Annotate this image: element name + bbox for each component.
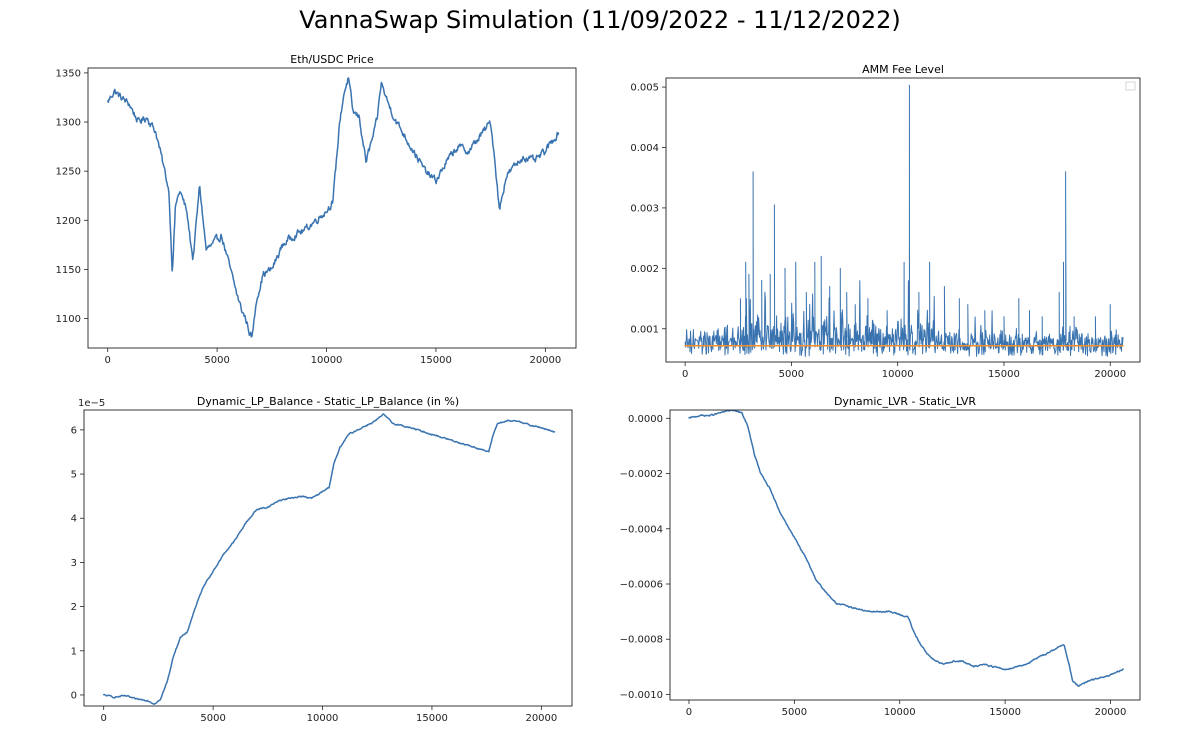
y-tick-label: 1150 [56,265,81,276]
x-tick-label: 15000 [988,369,1020,380]
axes-frame [669,409,1141,701]
y-tick-label: 1250 [56,167,81,178]
x-tick-label: 15000 [989,707,1021,718]
lp-balance-diff-plot: Dynamic_LP_Balance - Static_LP_Balance (… [71,395,573,724]
eth-usdc-price-plot: Eth/USDC Price 0 5000 10000 15000 20000 1100 11… [56,53,577,366]
y-tick-label: 1350 [56,68,81,79]
y-tick-label: 0.002 [630,264,659,275]
y-tick-label: 0.001 [630,324,659,335]
y-tick-label: 1100 [56,314,81,325]
x-tick-label: 20000 [1094,369,1126,380]
eth-usdc-price-chart: Eth/USDC Price 0 5000 10000 15000 20000 1100 11… [0,48,600,400]
amm-fee-level-chart: AMM Fee Level 0 5000 10000 15000 20000 0.001 0.… [600,48,1200,400]
x-tick-label: 20000 [529,355,561,366]
y-tick-label: −0.0008 [620,635,663,646]
y-tick-label: 1200 [56,216,81,227]
x-tick-label: 10000 [884,707,916,718]
y-tick-label: 0.005 [630,83,659,94]
chart-title: Eth/USDC Price [290,53,374,66]
y-tick-label: 1 [71,646,77,657]
y-tick-label: −0.0010 [620,690,663,701]
axes-frame [665,77,1141,363]
x-tick-label: 10000 [882,369,914,380]
plot-area [102,413,556,705]
y-tick-label: −0.0004 [620,524,663,535]
axis-offset-label: 1e−5 [78,398,105,409]
lp-balance-diff-chart: Dynamic_LP_Balance - Static_LP_Balance (… [0,390,600,742]
x-tick-label: 10000 [307,713,339,724]
x-tick-label: 15000 [416,713,448,724]
axes-frame [87,67,577,349]
y-tick-label: 0.003 [630,203,659,214]
y-tick-label: 0.004 [630,143,659,154]
y-tick-label: 5 [71,470,77,481]
x-tick-label: 20000 [1095,707,1127,718]
figure-title: VannaSwap Simulation (11/09/2022 - 11/12… [299,6,901,34]
x-tick-label: 0 [682,369,688,380]
lvr-diff-plot: Dynamic_LVR - Static_LVR 0 5000 10000 15000 2… [620,395,1141,718]
plot-area [688,410,1124,688]
x-tick-label: 15000 [420,355,452,366]
y-tick-label: 2 [71,602,77,613]
y-tick-label: −0.0002 [620,469,663,480]
series-line-lvr-diff [688,410,1124,688]
y-tick-label: 0.0000 [628,414,663,425]
legend-box [1125,81,1136,91]
y-tick-label: −0.0006 [620,580,663,591]
y-tick-label: 4 [71,514,77,525]
x-tick-label: 0 [105,355,111,366]
x-tick-label: 5000 [782,707,807,718]
y-tick-label: 3 [71,558,77,569]
x-tick-label: 5000 [204,355,229,366]
axes-frame [83,409,573,707]
chart-title: AMM Fee Level [862,63,944,76]
x-tick-label: 0 [101,713,107,724]
x-tick-label: 20000 [525,713,557,724]
x-tick-label: 5000 [200,713,225,724]
lvr-diff-chart: Dynamic_LVR - Static_LVR 0 5000 10000 15000 2… [600,390,1200,742]
plot-area [684,84,1124,357]
x-tick-label: 5000 [779,369,804,380]
series-line-lp-balance-diff [102,413,556,705]
chart-title: Dynamic_LP_Balance - Static_LP_Balance (… [197,395,459,408]
x-tick-label: 10000 [311,355,343,366]
amm-fee-level-plot: AMM Fee Level 0 5000 10000 15000 20000 0.001 0.… [630,63,1141,380]
plot-area [106,77,560,338]
series-line-fee [684,84,1124,357]
y-tick-label: 1300 [56,118,81,129]
x-tick-label: 0 [686,707,692,718]
y-tick-label: 6 [71,425,77,436]
y-tick-label: 0 [71,690,77,701]
chart-title: Dynamic_LVR - Static_LVR [834,395,976,408]
series-line-eth-usdc [106,77,560,338]
